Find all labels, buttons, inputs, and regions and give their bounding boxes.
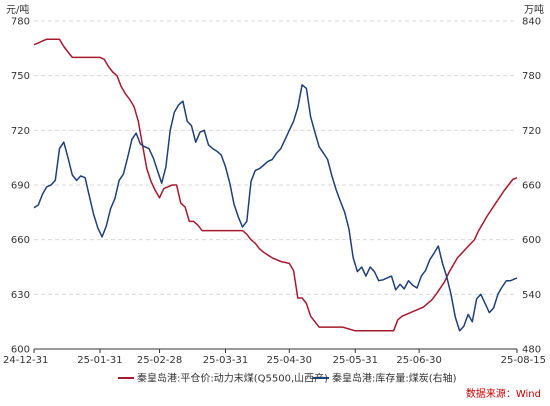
left-tick-label: 600 bbox=[11, 345, 30, 356]
x-tick-label: 24-12-31 bbox=[3, 355, 48, 366]
left-tick-label: 690 bbox=[11, 181, 30, 192]
legend: 秦皇岛港:平仓价:动力末煤(Q5500,山西产) 秦皇岛港:库存量:煤炭(右轴) bbox=[118, 372, 457, 385]
right-y-axis: 480 540 600 660 720 780 840 bbox=[522, 17, 541, 356]
right-axis-unit: 万吨 bbox=[524, 3, 544, 16]
right-tick-label: 780 bbox=[522, 71, 541, 82]
left-tick-label: 630 bbox=[11, 290, 30, 301]
left-tick-label: 660 bbox=[11, 235, 30, 246]
price-series-line bbox=[33, 38, 518, 332]
x-tick-label: 25-02-28 bbox=[137, 355, 182, 366]
x-tick-label: 25-05-31 bbox=[333, 355, 378, 366]
x-tick-label: 25-08-15 bbox=[501, 355, 546, 366]
data-source: 数据来源：Wind bbox=[466, 387, 541, 400]
x-tick-label: 25-06-30 bbox=[396, 355, 441, 366]
x-tick-label: 25-04-30 bbox=[267, 355, 312, 366]
right-tick-label: 480 bbox=[522, 345, 541, 356]
x-axis: 24-12-31 25-01-31 25-02-28 25-03-31 25-04-30… bbox=[3, 349, 546, 366]
x-tick-label: 25-01-31 bbox=[77, 355, 122, 366]
right-tick-label: 600 bbox=[522, 235, 541, 246]
legend-label-price: 秦皇岛港:平仓价:动力末煤(Q5500,山西产) bbox=[137, 372, 328, 385]
left-tick-label: 720 bbox=[11, 126, 30, 137]
right-tick-label: 660 bbox=[522, 181, 541, 192]
left-y-axis: 600 630 660 690 720 750 780 bbox=[11, 17, 30, 356]
left-tick-label: 750 bbox=[11, 71, 30, 82]
series-lines bbox=[33, 38, 518, 332]
inventory-series-line bbox=[33, 84, 518, 332]
right-tick-label: 720 bbox=[522, 126, 541, 137]
x-tick-label: 25-03-31 bbox=[203, 355, 248, 366]
left-axis-unit: 元/吨 bbox=[6, 3, 29, 16]
right-tick-label: 540 bbox=[522, 290, 541, 301]
right-tick-label: 840 bbox=[522, 17, 541, 28]
legend-label-inventory: 秦皇岛港:库存量:煤炭(右轴) bbox=[332, 372, 457, 385]
left-tick-label: 780 bbox=[11, 17, 30, 28]
